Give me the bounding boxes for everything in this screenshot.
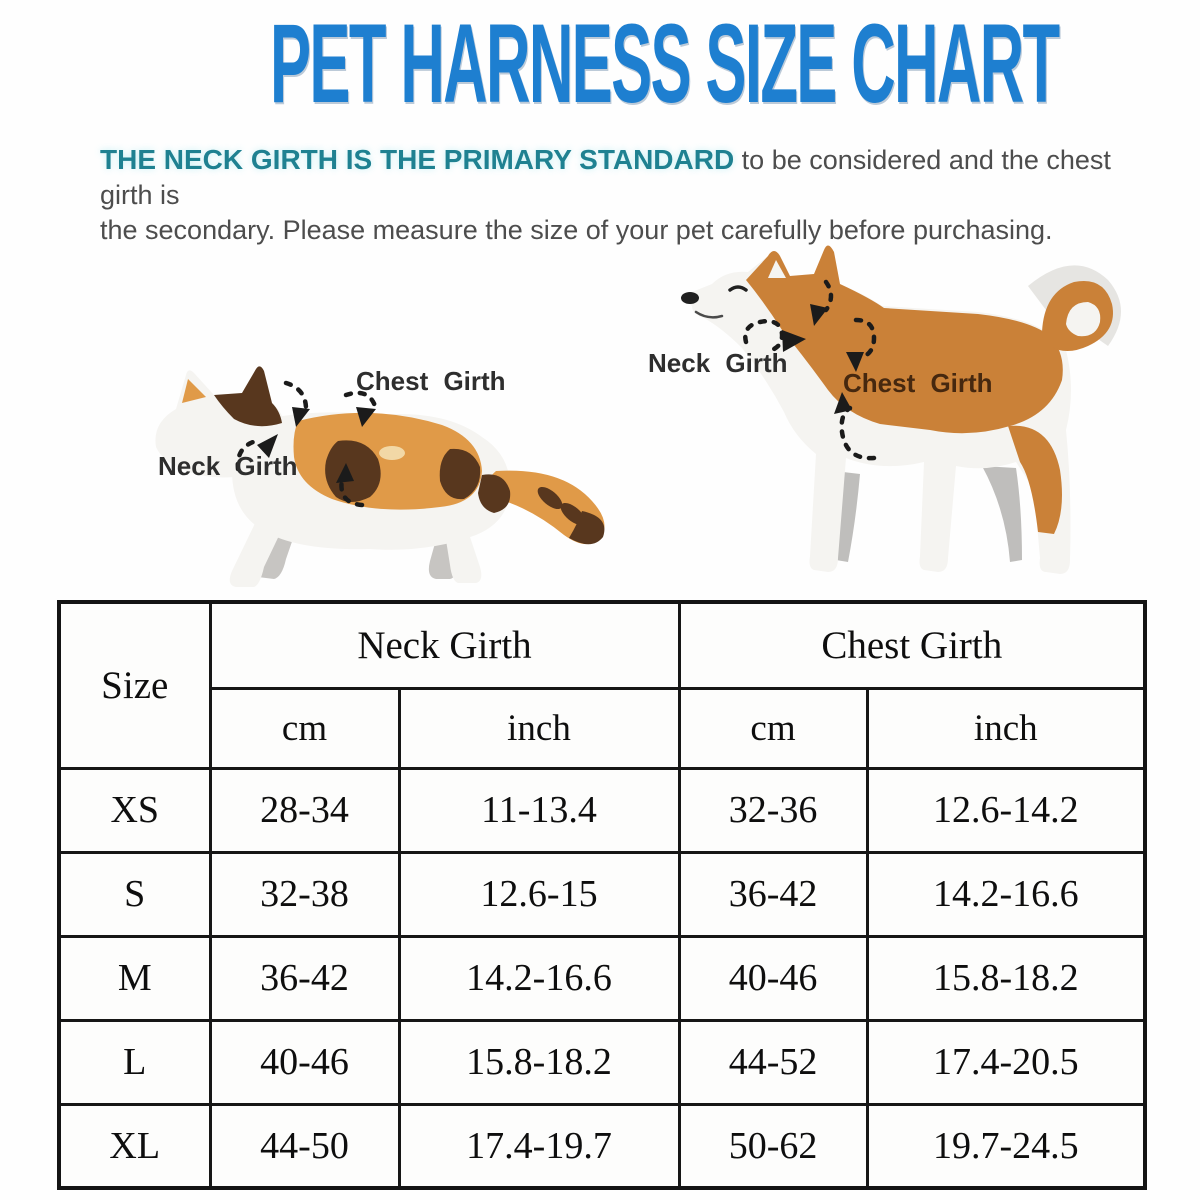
col-header-chest-cm: cm [677, 686, 869, 770]
chest-inch-cell: 17.4-20.5 [865, 1018, 1147, 1106]
col-header-neck-girth: Neck Girth [208, 600, 681, 690]
chest-cm-cell: 44-52 [677, 1018, 869, 1106]
chest-inch-cell: 19.7-24.5 [865, 1102, 1147, 1190]
neck-cm-cell: 44-50 [208, 1102, 401, 1190]
chest-inch-cell: 12.6-14.2 [865, 766, 1147, 854]
chest-inch-cell: 14.2-16.6 [865, 850, 1147, 938]
cat-neck-girth-arrow-icon [235, 380, 309, 472]
chest-inch-cell: 15.8-18.2 [865, 934, 1147, 1022]
chest-cm-cell: 40-46 [677, 934, 869, 1022]
size-cell: L [57, 1018, 212, 1106]
subtitle-line1-rest: to be considered and the chest girth is [100, 145, 1111, 210]
neck-inch-cell: 11-13.4 [397, 766, 681, 854]
size-cell: XS [57, 766, 212, 854]
neck-inch-cell: 14.2-16.6 [397, 934, 681, 1022]
dog-arrowheads [782, 304, 864, 414]
size-cell: M [57, 934, 212, 1022]
dog-chest-girth-arrow-icon [839, 317, 877, 461]
col-header-chest-inch: inch [865, 686, 1147, 770]
table-row-xs: XS 28-34 11-13.4 32-36 12.6-14.2 [57, 766, 1147, 854]
subtitle-line2: the secondary. Please measure the size o… [100, 215, 1053, 245]
neck-cm-cell: 36-42 [208, 934, 401, 1022]
size-chart-table: Size Neck Girth Chest Girth cm inch cm i… [57, 600, 1148, 1190]
col-header-neck-inch: inch [397, 686, 681, 770]
chest-cm-cell: 36-42 [677, 850, 869, 938]
table-row-l: L 40-46 15.8-18.2 44-52 17.4-20.5 [57, 1018, 1147, 1106]
cat-chest-girth-arrow-icon [339, 390, 379, 508]
cat-illustration [155, 366, 605, 587]
dog-face [681, 260, 786, 319]
subtitle: THE NECK GIRTH IS THE PRIMARY STANDARD t… [100, 142, 1162, 248]
cat-chest-girth-label: Chest Girth [356, 366, 506, 396]
page-title: PET HARNESS SIZE CHART [270, 1, 1060, 126]
neck-cm-cell: 40-46 [208, 1018, 401, 1106]
cat-neck-girth-label: Neck Girth [158, 451, 298, 481]
table-row-m: M 36-42 14.2-16.6 40-46 15.8-18.2 [57, 934, 1147, 1022]
col-header-size: Size [57, 600, 212, 770]
size-cell: XL [57, 1102, 212, 1190]
chest-cm-cell: 50-62 [677, 1102, 869, 1190]
neck-cm-cell: 28-34 [208, 766, 401, 854]
neck-inch-cell: 15.8-18.2 [397, 1018, 681, 1106]
table-row-s: S 32-38 12.6-15 36-42 14.2-16.6 [57, 850, 1147, 938]
neck-inch-cell: 12.6-15 [397, 850, 681, 938]
dog-illustration [681, 245, 1121, 575]
size-cell: S [57, 850, 212, 938]
cat-tail [487, 470, 605, 545]
dog-neck-girth-arrow-icon [743, 279, 834, 355]
col-header-chest-girth: Chest Girth [677, 600, 1147, 690]
neck-inch-cell: 17.4-19.7 [397, 1102, 681, 1190]
dog-neck-girth-label: Neck Girth [648, 348, 788, 378]
dog-tail-inner [1066, 302, 1101, 337]
subtitle-emphasis: THE NECK GIRTH IS THE PRIMARY STANDARD [100, 144, 735, 175]
dog-chest-girth-label: Chest Girth [843, 368, 993, 398]
neck-cm-cell: 32-38 [208, 850, 401, 938]
table-row-xl: XL 44-50 17.4-19.7 50-62 19.7-24.5 [57, 1102, 1147, 1190]
col-header-neck-cm: cm [208, 686, 401, 770]
measurement-figures: Chest Girth Neck Girth Neck Girth Chest … [0, 225, 1200, 600]
chest-cm-cell: 32-36 [677, 766, 869, 854]
cat-arrowheads [257, 407, 376, 483]
